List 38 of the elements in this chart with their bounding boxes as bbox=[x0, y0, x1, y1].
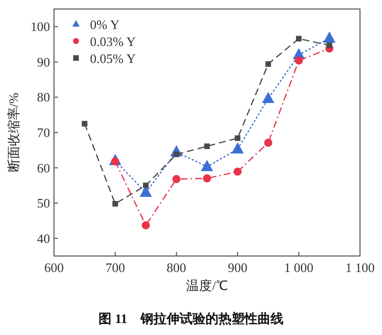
y-tick-label: 70 bbox=[37, 125, 50, 140]
y-axis-title: 断面收缩率/% bbox=[6, 92, 21, 172]
legend-label: 0.05% Y bbox=[90, 51, 136, 66]
legend-label: 0% Y bbox=[90, 17, 120, 32]
point bbox=[234, 135, 240, 141]
y-tick-label: 100 bbox=[30, 19, 50, 34]
point bbox=[323, 31, 336, 43]
x-tick-label: 900 bbox=[228, 260, 248, 275]
point bbox=[204, 143, 210, 150]
y-tick-label: 90 bbox=[37, 54, 50, 70]
x-tick-label: 600 bbox=[44, 260, 64, 275]
x-tick-label: 800 bbox=[166, 260, 186, 275]
point bbox=[143, 182, 149, 188]
point bbox=[294, 56, 303, 65]
y-tick-label: 80 bbox=[37, 90, 50, 105]
point bbox=[82, 120, 88, 126]
point bbox=[200, 160, 214, 172]
point bbox=[264, 138, 272, 147]
point bbox=[262, 92, 274, 104]
y-tick-label: 50 bbox=[37, 196, 50, 211]
y-tick-label: 40 bbox=[37, 230, 50, 246]
point bbox=[231, 142, 244, 154]
y-tick-label: 60 bbox=[37, 160, 50, 176]
point bbox=[202, 174, 212, 182]
legend-label: 0.03% Y bbox=[90, 34, 136, 49]
point bbox=[265, 61, 271, 67]
point bbox=[296, 36, 302, 42]
point bbox=[326, 42, 332, 48]
point bbox=[112, 200, 118, 207]
x-tick-label: 700 bbox=[105, 260, 125, 275]
point bbox=[174, 152, 180, 158]
caption: 图 11 钢拉伸试验的热塑性曲线 bbox=[98, 311, 284, 326]
point bbox=[172, 175, 180, 184]
x-tick-label: 1 000 bbox=[284, 260, 314, 275]
point bbox=[234, 168, 242, 176]
x-axis-title: 温度/℃ bbox=[186, 278, 228, 293]
point bbox=[142, 221, 150, 230]
x-tick-label: 1 100 bbox=[345, 260, 375, 275]
